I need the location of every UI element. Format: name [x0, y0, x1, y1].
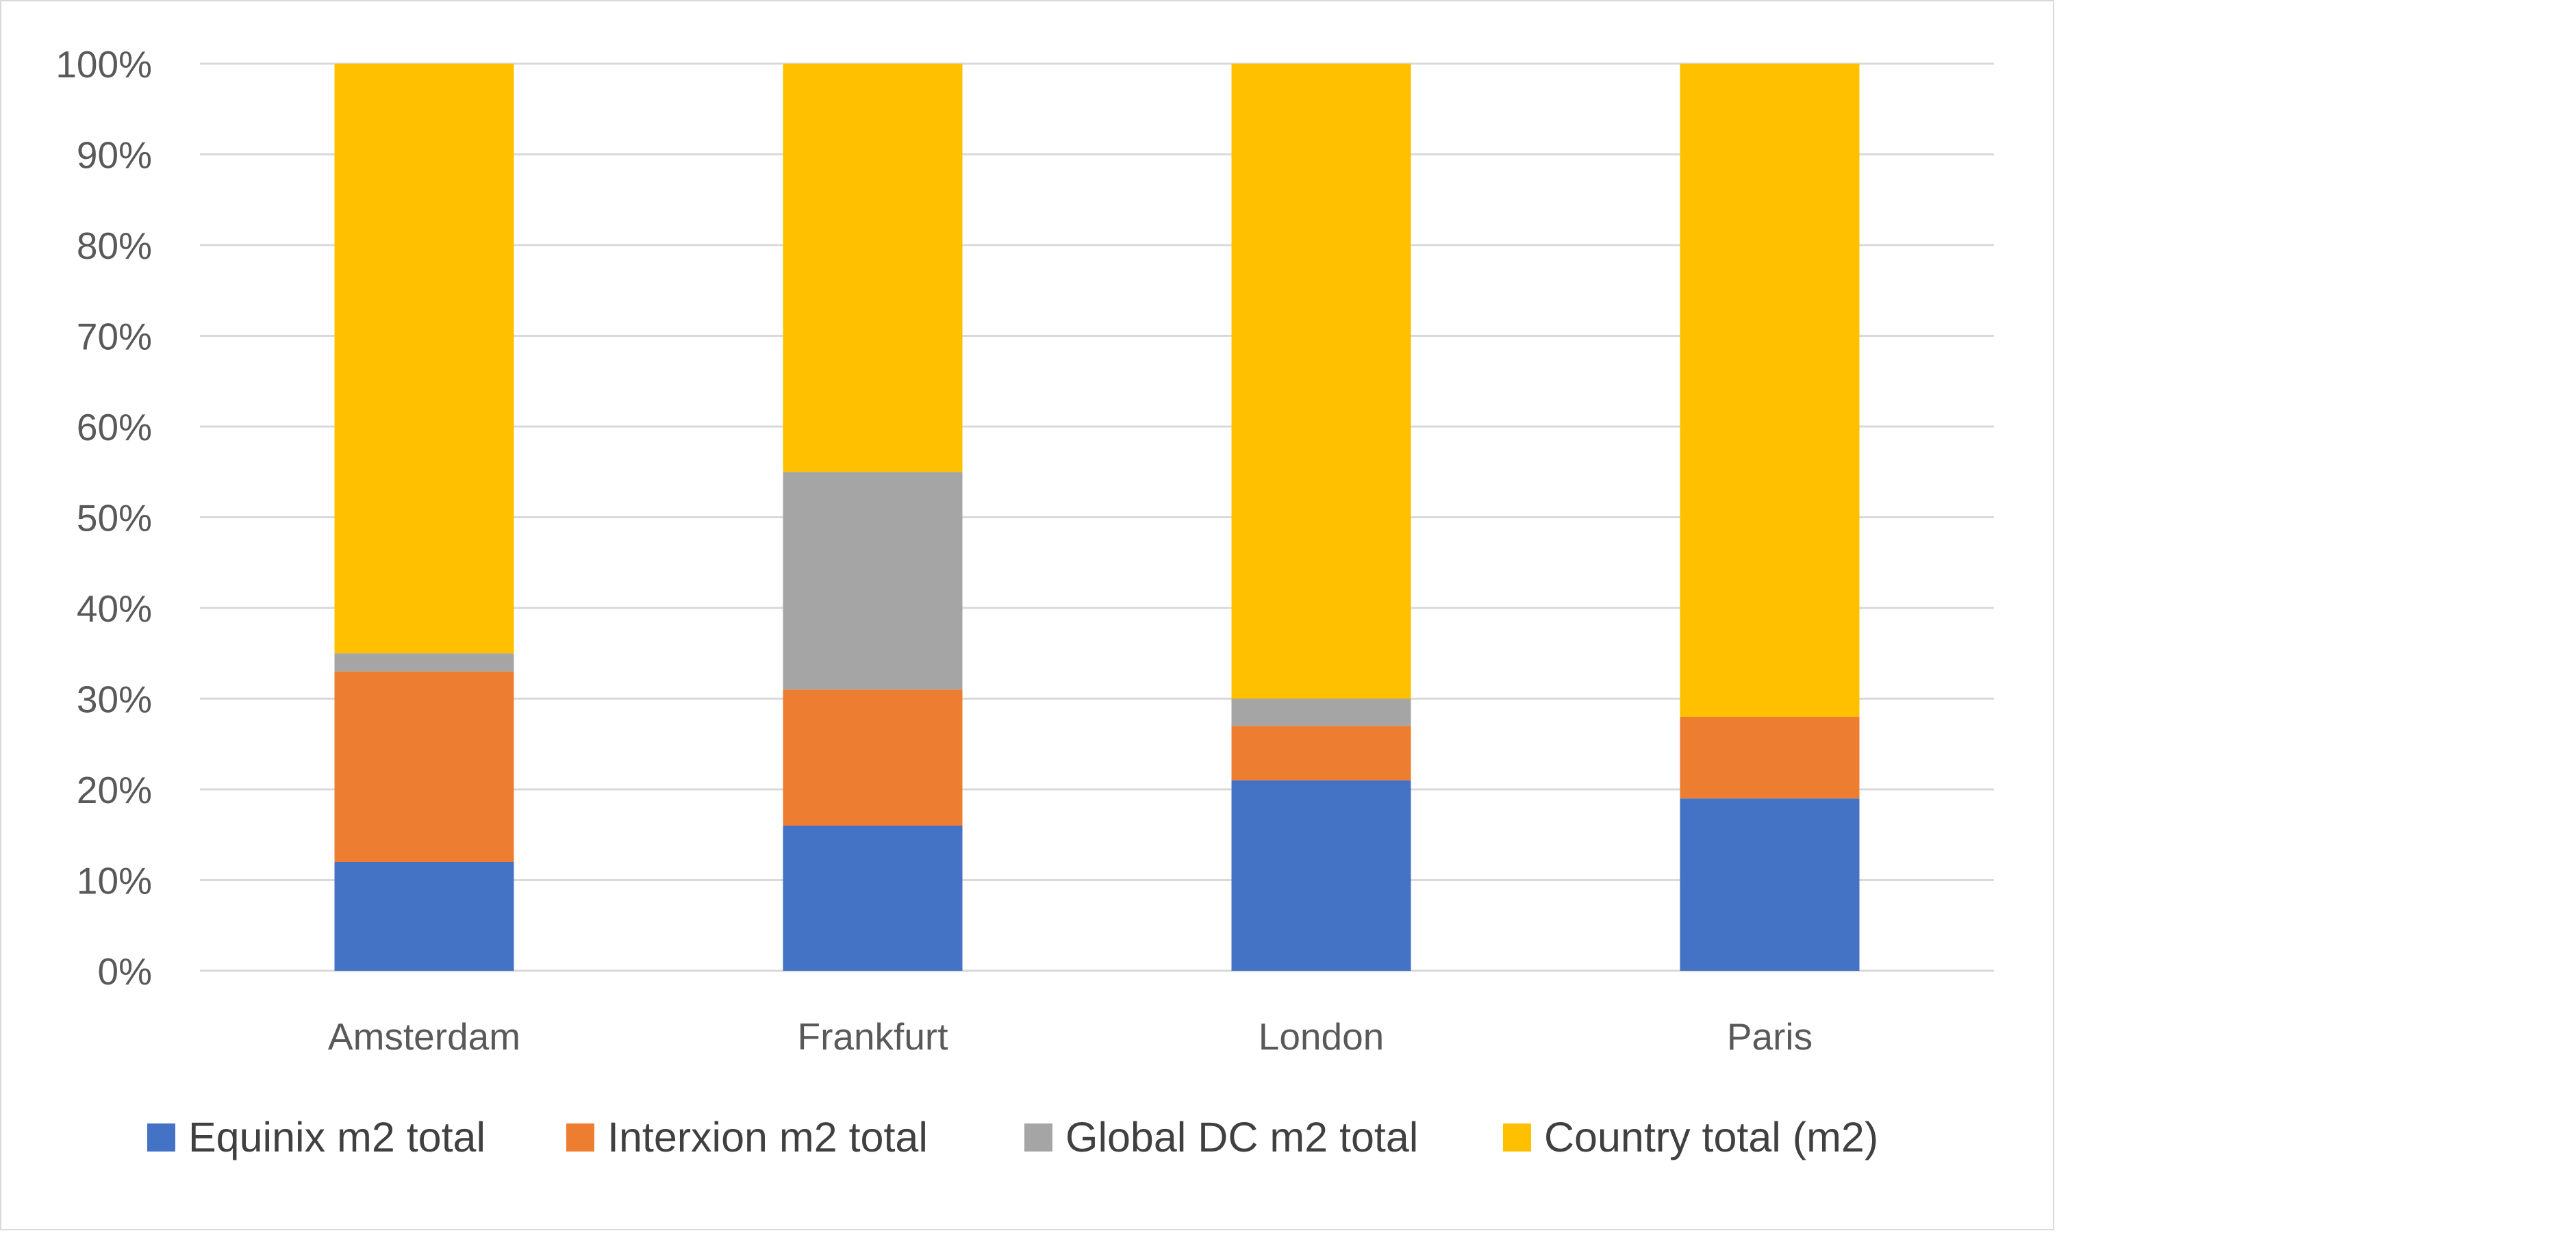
y-tick-label: 60% [77, 406, 152, 448]
bar-segment [1680, 717, 1860, 799]
bar-segment [783, 826, 963, 971]
legend-label: Equinix m2 total [188, 1114, 485, 1160]
bar-segment [1231, 726, 1411, 780]
legend: Equinix m2 total Interxion m2 total Global… [147, 1114, 1878, 1160]
bars [334, 64, 1860, 971]
y-tick-label: 80% [77, 225, 152, 267]
bar-segment [1231, 64, 1411, 699]
legend-swatch [566, 1123, 594, 1152]
bar-segment [334, 671, 514, 862]
bar-segment [1231, 698, 1411, 726]
bar-segment [1680, 798, 1860, 971]
bar-segment [334, 653, 514, 672]
y-tick-label: 10% [77, 860, 152, 902]
legend-label: Interxion m2 total [607, 1114, 928, 1160]
x-axis-tick-labels: Amsterdam Frankfurt London Paris [328, 1015, 1813, 1058]
legend-swatch [1024, 1123, 1052, 1152]
bar-segment [1680, 64, 1860, 717]
x-tick-label: Amsterdam [328, 1015, 520, 1058]
legend-label: Country total (m2) [1544, 1114, 1878, 1160]
bar-segment [334, 64, 514, 654]
x-tick-label: London [1259, 1015, 1385, 1058]
bar-segment [783, 472, 963, 690]
legend-label: Global DC m2 total [1065, 1114, 1418, 1160]
bar-segment [334, 862, 514, 971]
y-tick-label: 0% [98, 950, 153, 993]
y-tick-label: 20% [77, 769, 152, 811]
stacked-bar-chart: 0% 10% 20% 30% 40% 50% 60% 70% 80% 90% 100% Amster… [55, 43, 1994, 1160]
y-tick-label: 40% [77, 587, 152, 630]
x-tick-label: Frankfurt [797, 1015, 948, 1058]
legend-swatch [147, 1123, 175, 1152]
y-tick-label: 50% [77, 497, 152, 539]
y-tick-label: 30% [77, 678, 152, 721]
legend-swatch [1503, 1123, 1531, 1152]
y-tick-label: 90% [77, 134, 152, 177]
bar-segment [783, 689, 963, 826]
x-tick-label: Paris [1727, 1015, 1813, 1058]
bar-segment [1231, 780, 1411, 971]
chart-area: 0% 10% 20% 30% 40% 50% 60% 70% 80% 90% 100% Amster… [0, 0, 2054, 1230]
y-tick-label: 70% [77, 316, 152, 358]
y-tick-label: 100% [55, 43, 152, 86]
y-axis-tick-labels: 0% 10% 20% 30% 40% 50% 60% 70% 80% 90% 100% [55, 43, 152, 993]
bar-segment [783, 64, 963, 472]
